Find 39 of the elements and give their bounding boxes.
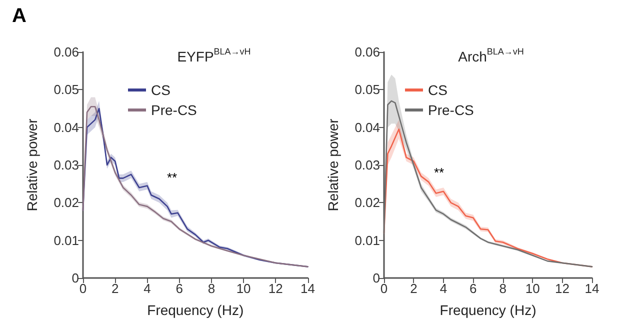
y-tick-label: 0.01: [54, 232, 79, 248]
y-tick-label: 0: [372, 270, 380, 286]
legend-label: Pre-CS: [428, 102, 474, 118]
y-tick-label: 0.06: [354, 44, 380, 60]
legend-label: CS: [428, 82, 448, 98]
x-axis-title: Frequency (Hz): [440, 302, 536, 318]
y-tick-label: 0.03: [54, 158, 79, 172]
y-tick-label: 0.05: [54, 82, 79, 98]
x-tick-label: 10: [525, 281, 540, 296]
legend-label: CS: [151, 82, 170, 98]
y-tick-label: 0.05: [354, 82, 380, 98]
y-axis-title: Relative power: [325, 118, 341, 212]
x-tick-label: 14: [300, 281, 316, 296]
y-tick-label: 0.06: [54, 44, 79, 60]
x-tick-label: 12: [268, 281, 283, 296]
x-tick-label: 12: [555, 281, 570, 296]
x-tick-label: 8: [208, 281, 216, 296]
y-tick-label: 0.04: [54, 120, 79, 135]
y-tick-label: 0: [72, 270, 79, 286]
x-tick-label: 14: [584, 281, 600, 296]
x-tick-label: 6: [470, 281, 477, 296]
annotation: **: [167, 170, 178, 185]
y-tick-label: 0.03: [354, 158, 380, 172]
x-tick-label: 4: [440, 281, 448, 296]
x-tick-label: 4: [144, 281, 151, 296]
x-tick-label: 8: [499, 281, 506, 296]
y-tick-label: 0.02: [54, 195, 79, 210]
y-tick-label: 0.02: [354, 195, 380, 210]
y-tick-label: 0.01: [354, 232, 380, 248]
text: A: [12, 5, 26, 27]
x-tick-label: 2: [410, 281, 418, 296]
x-tick-label: 10: [236, 281, 251, 296]
x-tick-label: 6: [176, 281, 183, 296]
x-axis-title: Frequency (Hz): [147, 302, 244, 318]
x-tick-label: 2: [111, 281, 119, 296]
y-axis-title: Relative power: [24, 118, 40, 212]
legend-label: Pre-CS: [151, 102, 197, 118]
annotation: **: [434, 165, 444, 180]
y-tick-label: 0.04: [354, 120, 380, 135]
